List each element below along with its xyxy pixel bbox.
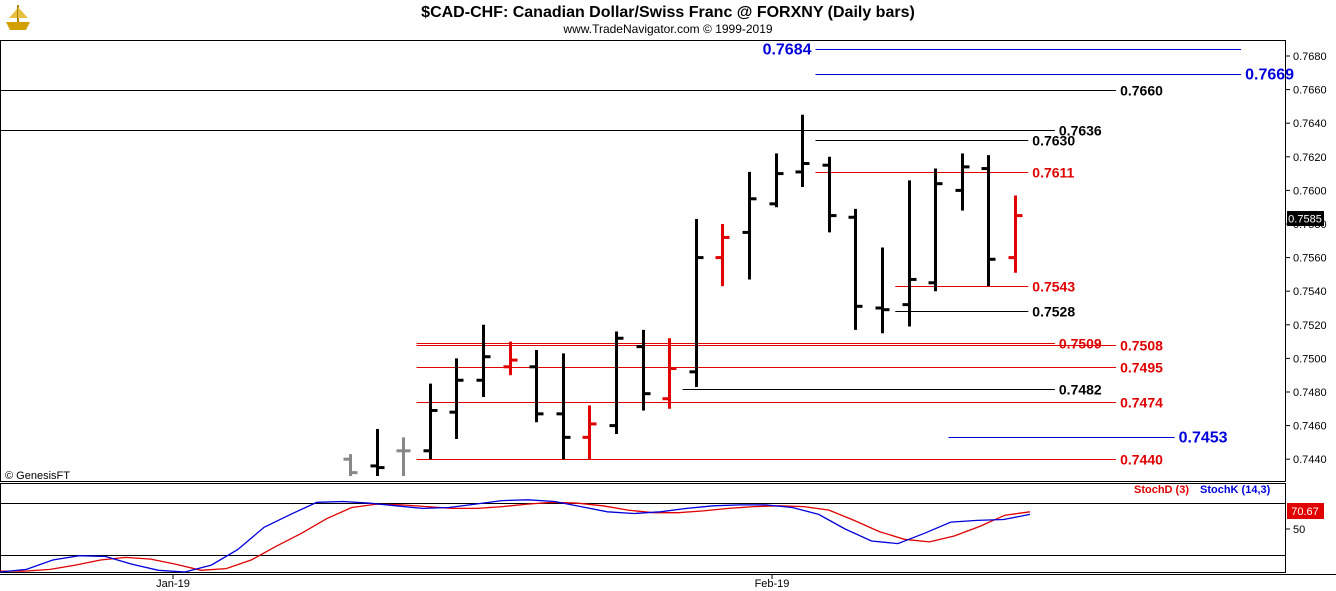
level-label: 0.7684 bbox=[763, 42, 812, 59]
current-price-badge: 0.7585 bbox=[1287, 211, 1324, 226]
svg-text:0.7585: 0.7585 bbox=[1288, 214, 1322, 226]
ohlc-bar bbox=[662, 338, 677, 409]
y-tick-label: 0.7600 bbox=[1293, 185, 1327, 197]
ohlc-bar bbox=[423, 383, 438, 460]
level-label: 0.7528 bbox=[1032, 304, 1075, 320]
ohlc-bar bbox=[689, 218, 704, 387]
ohlc-bar bbox=[928, 168, 943, 292]
level-label: 0.7611 bbox=[1032, 165, 1074, 181]
ohlc-bar bbox=[822, 156, 837, 233]
level-label: 0.7630 bbox=[1032, 133, 1075, 149]
y-tick-label: 0.7680 bbox=[1293, 51, 1327, 63]
ohlc-bar bbox=[742, 171, 757, 280]
logo-icon bbox=[6, 5, 30, 30]
ohlc-bar bbox=[715, 224, 730, 287]
stochastic-panel: 50 bbox=[0, 499, 1305, 573]
ohlc-bar bbox=[1008, 195, 1023, 273]
ohlc-bar bbox=[875, 247, 890, 334]
level-label: 0.7495 bbox=[1120, 360, 1163, 376]
chart-title: $CAD-CHF: Canadian Dollar/Swiss Franc @ … bbox=[421, 4, 915, 21]
ohlc-bar bbox=[848, 208, 863, 330]
ohlc-bar bbox=[476, 324, 491, 398]
y-tick-label: 0.7440 bbox=[1293, 454, 1327, 466]
y-tick-label: 0.7540 bbox=[1293, 286, 1327, 298]
level-label: 0.7669 bbox=[1245, 67, 1294, 84]
x-tick-label: Jan-19 bbox=[156, 578, 190, 590]
y-tick-label: 0.7480 bbox=[1293, 387, 1327, 399]
level-label: 0.7636 bbox=[1059, 123, 1102, 139]
chart-subtitle: www.TradeNavigator.com © 1999-2019 bbox=[562, 22, 772, 36]
ohlc-bar bbox=[902, 180, 917, 327]
ohlc-bar bbox=[529, 350, 544, 423]
level-label: 0.7453 bbox=[1179, 430, 1228, 447]
copyright-text: © GenesisFT bbox=[5, 470, 70, 482]
ohlc-bar bbox=[556, 353, 571, 460]
ohlc-bar bbox=[503, 341, 518, 376]
ohlc-bar bbox=[449, 358, 464, 440]
price-axis: 0.76800.76600.76400.76200.76000.75800.75… bbox=[1285, 51, 1327, 466]
ohlc-bar bbox=[955, 153, 970, 211]
y-tick-label: 0.7640 bbox=[1293, 118, 1327, 130]
level-label: 0.7440 bbox=[1120, 452, 1163, 468]
stoch-value-badge: 70.67 bbox=[1287, 503, 1324, 519]
level-label: 0.7474 bbox=[1120, 395, 1163, 411]
ohlc-bar bbox=[609, 331, 624, 434]
stoch-panel-frame bbox=[0, 483, 1286, 573]
stoch-series-line bbox=[0, 501, 1031, 572]
level-label: 0.7508 bbox=[1120, 338, 1163, 354]
svg-text:70.67: 70.67 bbox=[1291, 506, 1319, 518]
level-label: 0.7509 bbox=[1059, 336, 1102, 352]
y-tick-label: 0.7620 bbox=[1293, 152, 1327, 164]
ohlc-bar bbox=[343, 454, 358, 476]
ohlc-bar bbox=[396, 437, 411, 476]
y-tick-label: 0.7560 bbox=[1293, 253, 1327, 265]
stoch-tick-label: 50 bbox=[1293, 524, 1305, 536]
ohlc-bar bbox=[981, 155, 996, 287]
legend-stochk: StochK (14,3) bbox=[1200, 484, 1271, 496]
price-panel-frame bbox=[0, 40, 1286, 482]
ohlc-bar bbox=[370, 428, 385, 476]
level-label: 0.7660 bbox=[1120, 83, 1163, 99]
ohlc-bar bbox=[582, 405, 597, 460]
x-tick-label: Feb-19 bbox=[755, 578, 790, 590]
level-label: 0.7482 bbox=[1059, 382, 1102, 398]
level-label: 0.7543 bbox=[1032, 279, 1075, 295]
y-tick-label: 0.7500 bbox=[1293, 353, 1327, 365]
time-axis: Jan-19 Feb-19 bbox=[156, 574, 789, 590]
y-tick-label: 0.7520 bbox=[1293, 320, 1327, 332]
ohlc-bar bbox=[795, 114, 810, 188]
y-tick-label: 0.7460 bbox=[1293, 421, 1327, 433]
ohlc-bar bbox=[636, 329, 651, 411]
y-tick-label: 0.7660 bbox=[1293, 85, 1327, 97]
ohlc-bar bbox=[769, 153, 784, 208]
legend-stochd: StochD (3) bbox=[1134, 484, 1189, 496]
stoch-series-line bbox=[0, 499, 1031, 573]
price-bars bbox=[343, 114, 1023, 476]
